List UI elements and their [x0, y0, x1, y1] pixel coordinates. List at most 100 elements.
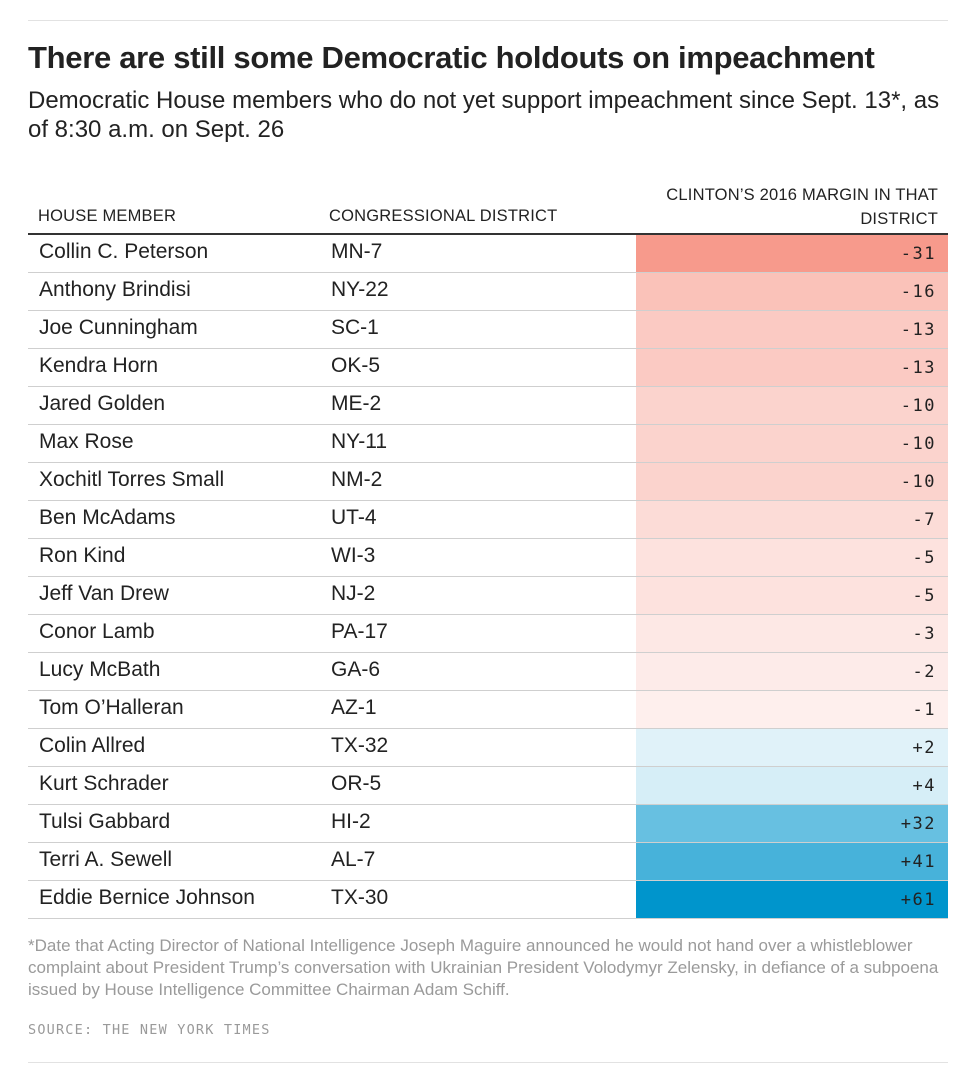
table-row: Collin C. Peterson MN-7 -31	[28, 235, 948, 273]
bottom-rule	[28, 1062, 948, 1063]
margin-cell: -10	[636, 387, 948, 424]
table-row: Lucy McBath GA-6 -2	[28, 653, 948, 691]
member-name: Kendra Horn	[39, 354, 159, 377]
table-row: Xochitl Torres Small NM-2 -10	[28, 463, 948, 501]
margin-value: -31	[900, 244, 936, 264]
margin-cell: -16	[636, 273, 948, 310]
member-name: Jared Golden	[39, 392, 166, 415]
member-name: Jeff Van Drew	[39, 582, 169, 605]
margin-cell: +32	[636, 805, 948, 842]
table-row: Kurt Schrader OR-5 +4	[28, 767, 948, 805]
member-name: Ben McAdams	[39, 506, 176, 529]
table-row: Tulsi Gabbard HI-2 +32	[28, 805, 948, 843]
margin-value: +32	[900, 814, 936, 834]
margin-cell: -1	[636, 691, 948, 728]
district-code: SC-1	[331, 316, 379, 339]
district-code: OR-5	[331, 772, 382, 795]
member-name: Collin C. Peterson	[39, 240, 209, 263]
chart-subtitle: Democratic House members who do not yet …	[28, 87, 940, 143]
member-name: Conor Lamb	[39, 620, 155, 643]
margin-cell: +4	[636, 767, 948, 804]
table-row: Jared Golden ME-2 -10	[28, 387, 948, 425]
margin-value: -2	[912, 662, 936, 682]
district-code: NY-22	[331, 278, 389, 301]
district-code: MN-7	[331, 240, 383, 263]
margin-cell: -5	[636, 539, 948, 576]
member-name: Max Rose	[39, 430, 134, 453]
margin-value: -10	[900, 472, 936, 492]
margin-cell: -7	[636, 501, 948, 538]
district-code: NJ-2	[331, 582, 376, 605]
margin-value: -3	[912, 624, 936, 644]
chart-title: There are still some Democratic holdouts…	[28, 40, 875, 75]
district-code: WI-3	[331, 544, 376, 567]
header-divider	[28, 233, 948, 235]
margin-cell: -2	[636, 653, 948, 690]
table-row: Anthony Brindisi NY-22 -16	[28, 273, 948, 311]
table-row: Colin Allred TX-32 +2	[28, 729, 948, 767]
district-code: GA-6	[331, 658, 381, 681]
member-name: Xochitl Torres Small	[39, 468, 225, 491]
table-row: Kendra Horn OK-5 -13	[28, 349, 948, 387]
district-code: AZ-1	[331, 696, 377, 719]
table-row: Ron Kind WI-3 -5	[28, 539, 948, 577]
margin-value: -7	[912, 510, 936, 530]
column-header-member: HOUSE MEMBER	[38, 207, 177, 225]
member-name: Kurt Schrader	[39, 772, 169, 795]
margin-value: +4	[912, 776, 936, 796]
district-code: ME-2	[331, 392, 382, 415]
member-name: Eddie Bernice Johnson	[39, 886, 255, 909]
member-name: Lucy McBath	[39, 658, 161, 681]
column-header-margin: CLINTON’S 2016 MARGIN IN THAT DISTRICT	[666, 186, 938, 228]
margin-value: -13	[900, 320, 936, 340]
margin-cell: -13	[636, 349, 948, 386]
member-name: Ron Kind	[39, 544, 126, 567]
member-name: Colin Allred	[39, 734, 146, 757]
margin-value: -13	[900, 358, 936, 378]
margin-value: +61	[900, 890, 936, 910]
margin-value: -16	[900, 282, 936, 302]
source-credit: SOURCE: THE NEW YORK TIMES	[28, 1022, 271, 1038]
margin-value: -5	[912, 548, 936, 568]
table-row: Jeff Van Drew NJ-2 -5	[28, 577, 948, 615]
district-code: TX-30	[331, 886, 389, 909]
member-name: Anthony Brindisi	[39, 278, 191, 301]
margin-value: -10	[900, 434, 936, 454]
margin-cell: -3	[636, 615, 948, 652]
district-code: HI-2	[331, 810, 371, 833]
district-code: NY-11	[331, 430, 388, 453]
margin-value: -5	[912, 586, 936, 606]
member-name: Tom O’Halleran	[39, 696, 184, 719]
table-row: Max Rose NY-11 -10	[28, 425, 948, 463]
margin-value: -10	[900, 396, 936, 416]
top-rule	[28, 20, 948, 21]
table-body: Collin C. Peterson MN-7 -31 Anthony Brindis…	[28, 235, 948, 919]
table-row: Conor Lamb PA-17 -3	[28, 615, 948, 653]
column-header-district: CONGRESSIONAL DISTRICT	[329, 207, 558, 225]
margin-cell: +61	[636, 881, 948, 918]
margin-value: +2	[912, 738, 936, 758]
footnote: *Date that Acting Director of National I…	[28, 936, 939, 999]
table-row: Eddie Bernice Johnson TX-30 +61	[28, 881, 948, 919]
margin-cell: -13	[636, 311, 948, 348]
margin-cell: -10	[636, 425, 948, 462]
table-row: Ben McAdams UT-4 -7	[28, 501, 948, 539]
margin-cell: +2	[636, 729, 948, 766]
table-row: Terri A. Sewell AL-7 +41	[28, 843, 948, 881]
margin-cell: -31	[636, 235, 948, 272]
margin-value: -1	[912, 700, 936, 720]
district-code: NM-2	[331, 468, 383, 491]
district-code: UT-4	[331, 506, 377, 529]
margin-cell: +41	[636, 843, 948, 880]
table-row: Joe Cunningham SC-1 -13	[28, 311, 948, 349]
margin-cell: -10	[636, 463, 948, 500]
district-code: OK-5	[331, 354, 381, 377]
district-code: PA-17	[331, 620, 388, 643]
table-row: Tom O’Halleran AZ-1 -1	[28, 691, 948, 729]
member-name: Tulsi Gabbard	[39, 810, 171, 833]
margin-value: +41	[900, 852, 936, 872]
member-name: Terri A. Sewell	[39, 848, 173, 871]
district-code: AL-7	[331, 848, 376, 871]
margin-cell: -5	[636, 577, 948, 614]
district-code: TX-32	[331, 734, 389, 757]
